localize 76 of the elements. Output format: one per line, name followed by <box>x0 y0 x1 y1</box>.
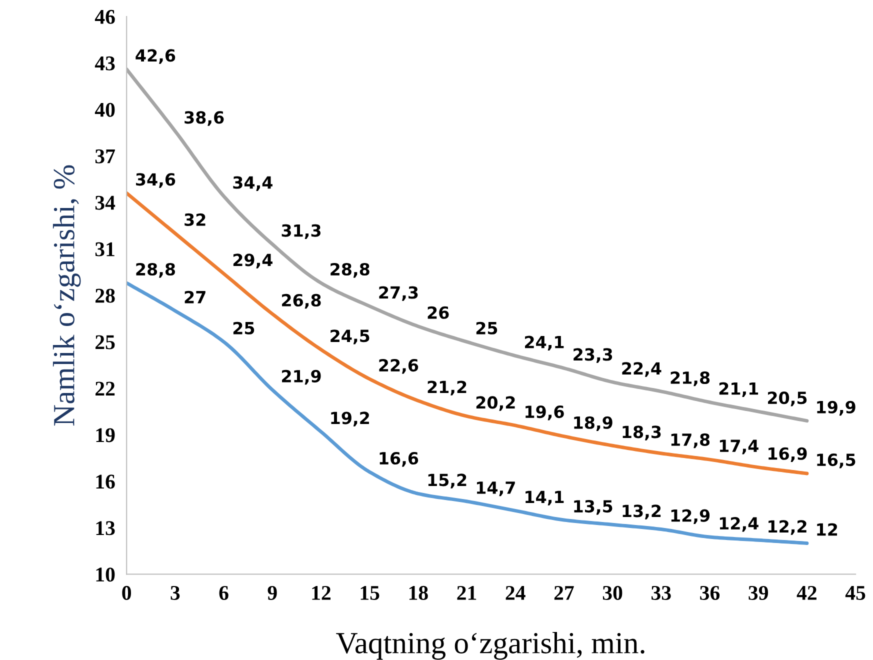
data-label: 25 <box>233 322 254 334</box>
data-label: 28,8 <box>330 262 370 278</box>
data-label: 34,6 <box>136 173 176 188</box>
x-tick-label: 42 <box>796 586 816 600</box>
y-tick-label: 37 <box>95 149 115 164</box>
x-tick-label: 18 <box>409 586 428 600</box>
data-label: 23,3 <box>574 348 612 363</box>
data-label: 19,9 <box>817 400 856 416</box>
data-label: 26 <box>428 306 449 319</box>
data-label: 16,6 <box>380 452 418 467</box>
data-label: 26,8 <box>282 294 321 309</box>
data-label: 22,4 <box>622 362 662 377</box>
data-label: 12 <box>817 523 838 536</box>
data-label: 14,1 <box>526 490 564 506</box>
data-label: 15,2 <box>428 474 466 488</box>
data-label: 17,8 <box>671 433 710 448</box>
data-label: 27 <box>184 290 206 304</box>
y-tick-label: 43 <box>94 56 115 70</box>
data-label: 19,6 <box>526 405 564 420</box>
y-tick-label: 25 <box>96 335 115 350</box>
x-tick-label: 9 <box>268 586 277 600</box>
data-label: 22,6 <box>379 359 418 374</box>
data-label: 34,4 <box>233 176 272 191</box>
x-tick-label: 33 <box>652 586 671 600</box>
data-label: 18,3 <box>622 426 661 440</box>
data-label: 28,8 <box>136 262 176 278</box>
data-label: 19,2 <box>331 412 369 426</box>
data-label: 32 <box>184 213 206 226</box>
x-tick-label: 12 <box>312 586 330 600</box>
x-tick-label: 15 <box>360 586 380 600</box>
data-label: 14,7 <box>476 482 515 496</box>
data-label: 29,4 <box>233 254 272 268</box>
data-label: 21,1 <box>719 382 758 397</box>
y-tick-label: 13 <box>96 521 115 536</box>
data-label: 13,5 <box>574 500 612 515</box>
x-tick-label: 30 <box>602 586 622 600</box>
data-label: 38,6 <box>184 111 224 126</box>
data-label: 31,3 <box>282 224 321 239</box>
y-axis-title: Namlik o‘zgarishi, % <box>52 165 81 426</box>
data-label: 13,2 <box>622 504 661 520</box>
data-label: 21,2 <box>428 380 466 396</box>
data-label: 17,4 <box>720 440 758 454</box>
data-label: 21,8 <box>670 371 710 386</box>
data-label: 18,9 <box>574 416 612 432</box>
data-label: 16,9 <box>768 447 807 462</box>
data-label: 27,3 <box>379 286 418 301</box>
data-label: 16,5 <box>817 454 856 468</box>
y-tick-label: 40 <box>94 102 115 117</box>
data-label: 21,9 <box>282 370 321 385</box>
data-label: 25 <box>476 322 498 334</box>
x-tick-label: 3 <box>170 586 180 600</box>
x-axis-title: Vaqtning o‘zgarishi, min. <box>336 632 644 660</box>
x-tick-label: 39 <box>748 586 768 600</box>
data-label: 20,5 <box>768 392 807 406</box>
y-tick-label: 10 <box>96 568 115 582</box>
y-tick-label: 31 <box>95 242 114 256</box>
x-tick-label: 36 <box>700 586 720 600</box>
y-tick-label: 28 <box>96 288 115 303</box>
data-label: 12,4 <box>720 517 758 532</box>
data-label: 24,5 <box>330 330 370 344</box>
x-tick-label: 0 <box>122 586 131 600</box>
data-label: 42,6 <box>136 49 176 64</box>
x-tick-label: 21 <box>457 586 476 600</box>
data-label: 12,2 <box>768 520 806 535</box>
y-tick-label: 34 <box>95 196 116 210</box>
y-tick-label: 22 <box>96 382 115 396</box>
y-tick-label: 16 <box>96 474 115 489</box>
y-tick-label: 46 <box>94 10 115 24</box>
y-tick-label: 19 <box>96 428 115 442</box>
data-label: 20,2 <box>476 396 515 411</box>
x-tick-label: 24 <box>506 586 526 600</box>
x-tick-label: 27 <box>554 586 574 600</box>
x-tick-label: 6 <box>219 586 228 600</box>
x-tick-label: 45 <box>845 586 866 600</box>
data-label: 12,9 <box>671 509 710 524</box>
data-label: 24,1 <box>525 336 564 350</box>
